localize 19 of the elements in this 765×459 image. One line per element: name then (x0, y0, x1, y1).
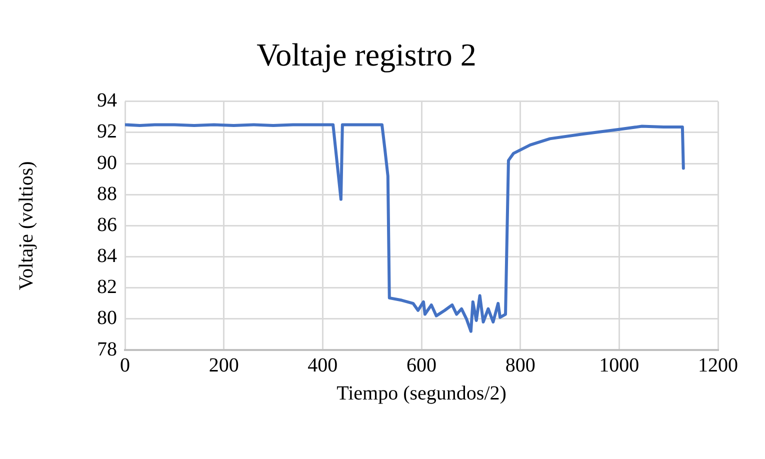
y-tick-label: 94 (97, 90, 117, 112)
x-tick-label: 400 (308, 354, 338, 376)
y-tick-label: 88 (97, 182, 117, 205)
x-tick-label: 200 (208, 354, 239, 376)
x-tick-label: 0 (120, 354, 130, 376)
y-tick-label: 78 (97, 338, 117, 360)
x-tick-label: 600 (406, 354, 436, 376)
x-tick-label: 800 (505, 354, 536, 376)
y-axis-title: Voltaje (voltios) (15, 161, 38, 290)
y-tick-label: 90 (97, 152, 117, 174)
y-tick-label: 84 (97, 245, 117, 268)
y-tick-label: 92 (97, 120, 117, 143)
y-tick-label: 82 (97, 276, 117, 298)
y-tick-label: 86 (97, 214, 117, 236)
x-tick-label: 1200 (698, 354, 738, 376)
y-tick-label: 80 (97, 307, 117, 330)
chart-title: Voltaje registro 2 (256, 36, 476, 73)
x-tick-label: 1000 (599, 354, 640, 376)
x-axis-title: Tiempo (segundos/2) (336, 382, 506, 404)
